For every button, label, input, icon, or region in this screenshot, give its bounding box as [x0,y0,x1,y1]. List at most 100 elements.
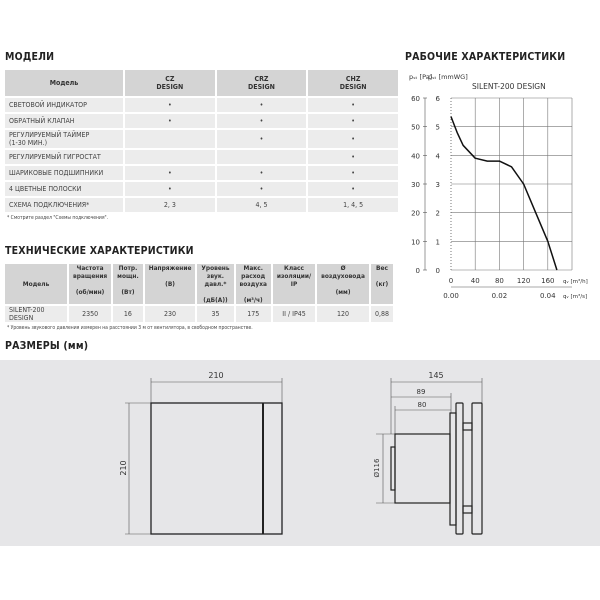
feature-cell: • [308,114,398,128]
feature-cell: • [308,182,398,196]
y-left-tick: 20 [411,210,420,218]
models-title: МОДЕЛИ [5,51,55,63]
tech-cell: 2350 [69,306,112,322]
feature-cell: • [125,182,215,196]
tech-header-cell: Макс. расход воздуха (м³/ч) [235,264,271,304]
dimensions-title: РАЗМЕРЫ (мм) [5,340,89,352]
tech-cell: 175 [235,306,271,322]
tech-cell: II / IP45 [272,306,316,322]
tech-header-cell: Класс изоляции/ IP [272,264,316,304]
feature-label: 4 ЦВЕТНЫЕ ПОЛОСКИ [5,182,123,196]
feature-cell: 4, 5 [216,198,307,212]
x-label: qᵥ [m³/h] [563,278,588,285]
chart-title: РАБОЧИЕ ХАРАКТЕРИСТИКИ [405,51,566,63]
side-view-dimensions [376,378,483,504]
models-header-cell: Модель [5,70,123,96]
tech-cell: SILENT-200 DESIGN [5,306,68,322]
x2-label: qᵥ [m³/s] [563,293,587,300]
y-left-tick: 10 [411,238,420,246]
y-left-label: pₛₜ [Pa] [409,73,432,81]
feature-label: ОБРАТНЫЙ КЛАПАН [5,114,123,128]
y-right-tick: 2 [436,210,440,218]
x-tick: 160 [541,277,554,285]
chart-subtitle: SILENT-200 DESIGN [472,82,546,91]
side-depth-label: 145 [428,371,443,380]
table-row: SILENT-200 DESIGN 2350 16 230 35 175 II / IP45… [5,306,393,322]
front-view [150,402,283,535]
feature-cell: • [308,150,398,164]
feature-cell: • [308,166,398,180]
tech-cell: 16 [113,306,143,322]
front-width-label: 210 [208,371,223,380]
front-view-dimensions [125,378,283,535]
table-row: 4 ЦВЕТНЫЕ ПОЛОСКИ • • • [5,182,398,196]
models-header-cell: CHZ DESIGN [308,70,398,96]
tech-title: ТЕХНИЧЕСКИЕ ХАРАКТЕРИСТИКИ [5,245,194,257]
y-right-tick: 5 [436,124,440,132]
models-table: Модель CZ DESIGN CRZ DESIGN CHZ DESIGN СВЕТОВОЙ… [3,68,400,214]
x2-tick: 0.02 [492,292,508,300]
front-height-label: 210 [119,460,128,475]
tech-header-cell: Вес (кг) [370,264,393,304]
y-right-tick: 0 [436,267,440,275]
y-left-tick: 50 [411,124,420,132]
y-right-tick: 1 [436,238,440,246]
feature-cell: • [216,114,307,128]
table-row: СВЕТОВОЙ ИНДИКАТОР • • • [5,98,398,112]
tech-cell: 230 [144,306,196,322]
tech-header-cell: Ø воздуховода (мм) [317,264,369,304]
x-tick: 80 [495,277,504,285]
table-row: ОБРАТНЫЙ КЛАПАН • • • [5,114,398,128]
y-right-label: pₛₜ [mmWG] [428,73,468,81]
feature-label: СХЕМА ПОДКЛЮЧЕНИЯ* [5,198,123,212]
performance-curve [450,116,558,271]
y-right-tick: 6 [436,95,441,103]
y-right-tick: 3 [436,181,440,189]
tech-header-cell: Частота вращения (об/мин) [69,264,112,304]
x2-tick: 0.04 [540,292,556,300]
feature-cell: • [216,166,307,180]
tech-header-cell: Напряжение (В) [144,264,196,304]
feature-label: РЕГУЛИРУЕМЫЙ ТАЙМЕР (1-30 МИН.) [5,130,123,148]
table-row: РЕГУЛИРУЕМЫЙ ГИГРОСТАТ • [5,150,398,164]
tech-header-cell: Потр. мощн. (Вт) [113,264,143,304]
y-left-tick: 0 [416,267,420,275]
y-left-tick: 60 [411,95,420,103]
y-left-tick: 30 [411,181,420,189]
x-tick: 40 [471,277,480,285]
x-tick: 0 [449,277,453,285]
feature-cell: • [125,98,215,112]
tech-header-cell: Модель [5,264,68,304]
feature-cell: 1, 4, 5 [308,198,398,212]
table-row: РЕГУЛИРУЕМЫЙ ТАЙМЕР (1-30 МИН.) • • [5,130,398,148]
feature-cell [125,150,215,164]
dimensions-panel [0,360,600,546]
feature-cell: • [308,98,398,112]
feature-cell: • [216,98,307,112]
feature-cell: • [308,130,398,148]
feature-cell: • [216,130,307,148]
feature-cell [125,130,215,148]
side-diameter-label: Ø116 [373,458,381,477]
feature-label: ШАРИКОВЫЕ ПОДШИПНИКИ [5,166,123,180]
side-view [390,402,483,535]
models-header-cell: CZ DESIGN [125,70,215,96]
side-89-label: 89 [417,388,426,396]
feature-cell: • [125,166,215,180]
feature-label: РЕГУЛИРУЕМЫЙ ГИГРОСТАТ [5,150,123,164]
tech-cell: 35 [197,306,234,322]
y-left-tick: 40 [411,152,420,160]
feature-label: СВЕТОВОЙ ИНДИКАТОР [5,98,123,112]
tech-cell: 0,88 [370,306,393,322]
x2-tick: 0.00 [443,292,459,300]
table-row: СХЕМА ПОДКЛЮЧЕНИЯ* 2, 3 4, 5 1, 4, 5 [5,198,398,212]
feature-cell [216,150,307,164]
tech-table: Модель Частота вращения (об/мин) Потр. мощн… [3,262,395,324]
models-header-cell: CRZ DESIGN [216,70,307,96]
feature-cell: • [125,114,215,128]
tech-cell: 120 [317,306,369,322]
y-right-tick: 4 [436,152,441,160]
table-row: ШАРИКОВЫЕ ПОДШИПНИКИ • • • [5,166,398,180]
